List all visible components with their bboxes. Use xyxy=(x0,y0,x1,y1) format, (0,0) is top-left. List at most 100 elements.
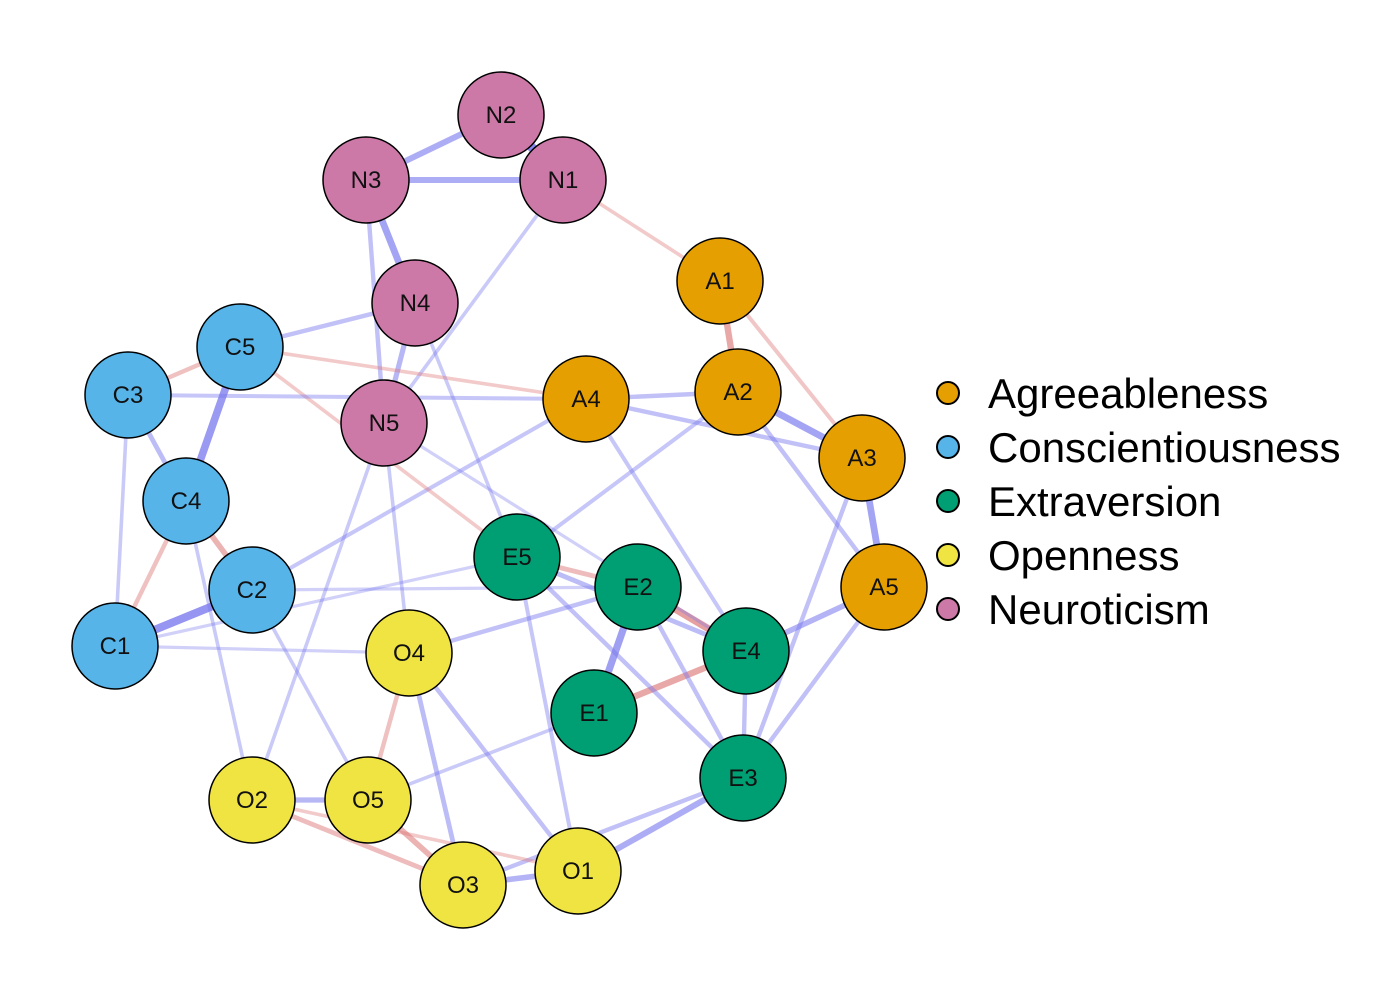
node-circle xyxy=(550,669,638,757)
edge-c1-e5 xyxy=(113,555,519,648)
legend-label: Conscientiousness xyxy=(988,424,1341,471)
node-circle xyxy=(699,734,787,822)
legend-item-extraversion: Extraversion xyxy=(936,478,1221,525)
edge-n4-e5 xyxy=(413,301,519,559)
node-e3: E3 xyxy=(699,734,787,822)
node-o3: O3 xyxy=(419,841,507,929)
node-e2: E2 xyxy=(594,543,682,631)
node-label: O3 xyxy=(447,872,479,899)
node-label: N5 xyxy=(369,410,400,437)
edge-o2-c4 xyxy=(184,499,254,802)
node-circle xyxy=(324,756,412,844)
node-label: N3 xyxy=(351,167,382,194)
node-c2: C2 xyxy=(208,546,296,634)
edge-n1-n5 xyxy=(382,178,565,425)
node-circle xyxy=(702,607,790,695)
node-label: E5 xyxy=(502,544,531,571)
node-circle xyxy=(840,543,928,631)
legend-label: Agreeableness xyxy=(988,370,1268,417)
node-label: A3 xyxy=(847,445,876,472)
node-a1: A1 xyxy=(676,237,764,325)
node-label: A4 xyxy=(571,386,600,413)
edge-a4-c2 xyxy=(250,397,588,592)
node-circle xyxy=(519,136,607,224)
legend: Agreeableness Conscientiousness Extraver… xyxy=(936,370,1341,633)
node-circle xyxy=(694,348,782,436)
node-circle xyxy=(676,237,764,325)
node-circle xyxy=(419,841,507,929)
node-circle xyxy=(208,546,296,634)
edge-o2-n5 xyxy=(250,421,386,802)
edge-e5-o1 xyxy=(515,555,580,873)
legend-item-neuroticism: Neuroticism xyxy=(936,586,1210,633)
node-a5: A5 xyxy=(840,543,928,631)
edge-c2-e2 xyxy=(250,585,640,592)
node-label: O4 xyxy=(393,640,425,667)
legend-item-openness: Openness xyxy=(936,532,1179,579)
legend-swatch xyxy=(936,489,960,513)
node-label: N1 xyxy=(548,167,579,194)
node-circle xyxy=(473,513,561,601)
node-circle xyxy=(818,414,906,502)
node-a3: A3 xyxy=(818,414,906,502)
node-e4: E4 xyxy=(702,607,790,695)
node-circle xyxy=(594,543,682,631)
legend-swatch xyxy=(936,381,960,405)
edge-a3-e3 xyxy=(740,455,865,781)
edge-a4-e4 xyxy=(584,397,748,653)
node-circle xyxy=(542,355,630,443)
edge-e5-e3 xyxy=(514,554,746,781)
node-label: E2 xyxy=(623,574,652,601)
node-label: N4 xyxy=(400,290,431,317)
legend-label: Neuroticism xyxy=(988,586,1210,633)
edge-o2-o1 xyxy=(250,798,580,873)
node-circle xyxy=(84,351,172,439)
edge-n5-e4 xyxy=(382,421,748,653)
node-c4: C4 xyxy=(142,457,230,545)
node-label: O2 xyxy=(236,787,268,814)
node-circle xyxy=(322,136,410,224)
node-a4: A4 xyxy=(542,355,630,443)
edge-e3-o3 xyxy=(460,775,746,888)
node-c3: C3 xyxy=(84,351,172,439)
node-e5: E5 xyxy=(473,513,561,601)
node-label: O1 xyxy=(562,858,594,885)
node-circle xyxy=(208,756,296,844)
node-n3: N3 xyxy=(322,136,410,224)
node-label: E1 xyxy=(579,700,608,727)
legend-label: Openness xyxy=(988,532,1179,579)
node-o2: O2 xyxy=(208,756,296,844)
legend-swatch xyxy=(936,597,960,621)
node-c5: C5 xyxy=(196,303,284,391)
legend-swatch xyxy=(936,435,960,459)
node-circle xyxy=(142,457,230,545)
node-n1: N1 xyxy=(519,136,607,224)
node-label: E4 xyxy=(731,638,760,665)
node-label: C1 xyxy=(100,633,131,660)
node-e1: E1 xyxy=(550,669,638,757)
node-circle xyxy=(340,379,428,467)
node-circle xyxy=(534,827,622,915)
node-label: C4 xyxy=(171,488,202,515)
node-n2: N2 xyxy=(457,71,545,159)
node-circle xyxy=(371,259,459,347)
node-circle xyxy=(365,609,453,697)
node-label: E3 xyxy=(728,765,757,792)
edge-a4-c5 xyxy=(238,345,588,401)
node-label: C2 xyxy=(237,577,268,604)
node-label: O5 xyxy=(352,787,384,814)
edge-o4-o1 xyxy=(406,650,581,874)
node-circle xyxy=(71,602,159,690)
legend-item-agreeableness: Agreeableness xyxy=(936,370,1268,417)
node-label: A1 xyxy=(705,268,734,295)
node-o1: O1 xyxy=(534,827,622,915)
legend-item-conscientiousness: Conscientiousness xyxy=(936,424,1341,471)
legend-swatch xyxy=(936,543,960,567)
node-label: A2 xyxy=(723,379,752,406)
node-label: A5 xyxy=(869,574,898,601)
node-o4: O4 xyxy=(365,609,453,697)
node-label: C3 xyxy=(113,382,144,409)
edge-c1-o4 xyxy=(113,644,411,655)
edge-a2-e5 xyxy=(515,390,740,559)
